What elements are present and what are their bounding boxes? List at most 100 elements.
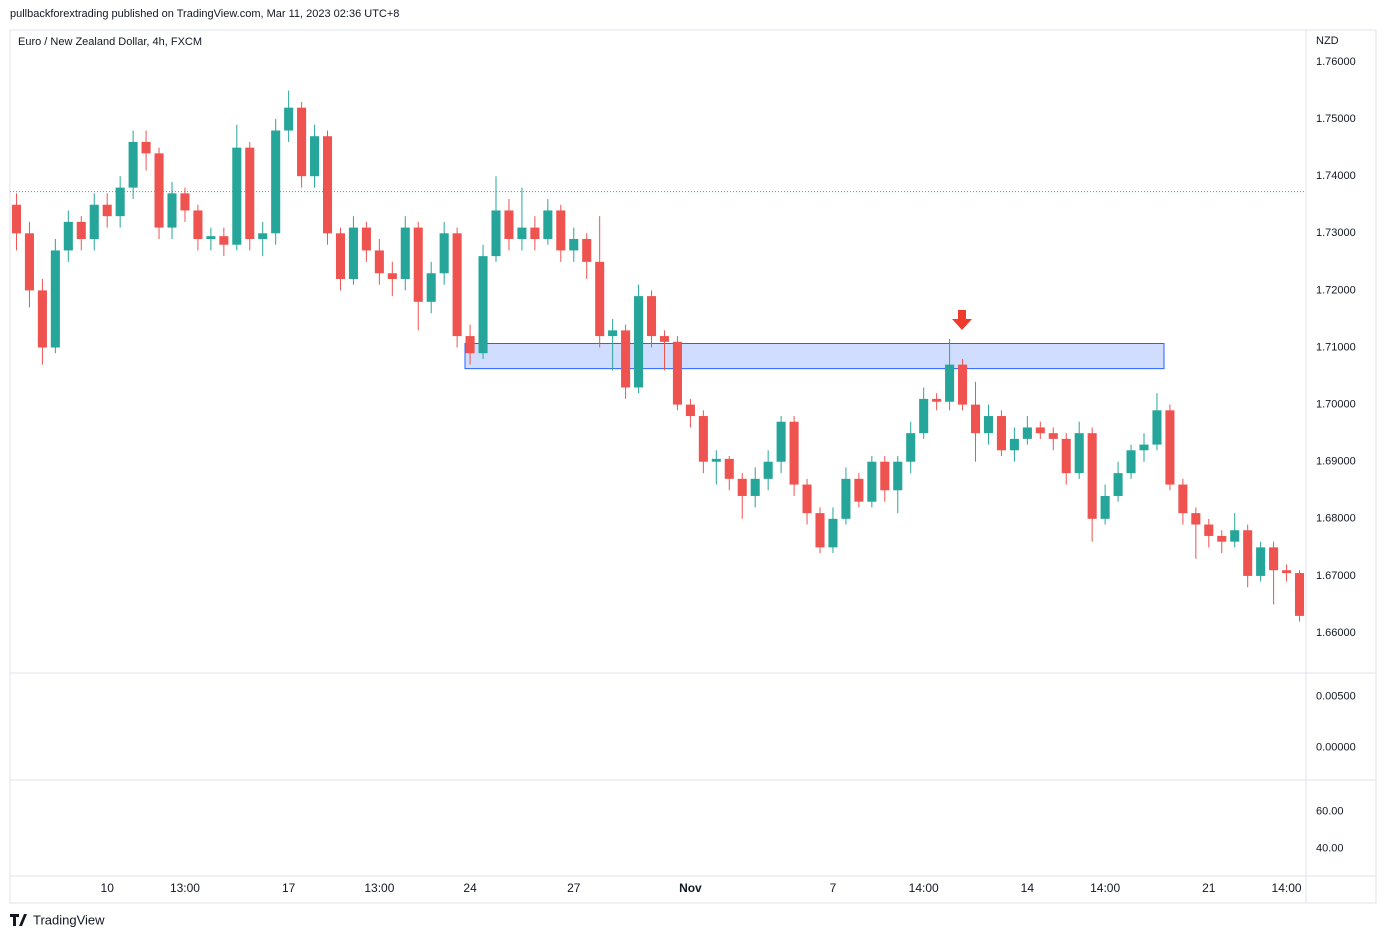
candle-body — [1165, 410, 1175, 485]
candle-body — [76, 221, 86, 240]
candle-body — [89, 204, 99, 240]
candle-body — [608, 330, 618, 337]
candle-body — [724, 458, 734, 479]
candle-body — [374, 250, 384, 274]
supply-zone — [464, 343, 1165, 370]
candle-body — [24, 233, 34, 291]
candle-body — [737, 478, 747, 496]
y-tick-label: 60.00 — [1316, 806, 1344, 818]
candle-body — [232, 147, 242, 245]
candle-body — [958, 364, 968, 405]
candle-body — [348, 227, 358, 279]
candle-body — [322, 136, 333, 234]
candle-body — [659, 336, 670, 342]
candle-body — [1204, 524, 1214, 536]
candle-body — [206, 236, 216, 240]
y-tick-label: 1.70000 — [1316, 399, 1356, 411]
candle-body — [258, 233, 268, 240]
candle-body — [361, 227, 371, 251]
y-tick-label: 1.74000 — [1316, 170, 1356, 182]
candle-body — [245, 147, 255, 240]
candle-body — [439, 233, 449, 274]
y-tick-label: 1.66000 — [1316, 627, 1356, 639]
candle-body — [828, 518, 838, 548]
x-tick-label: 13:00 — [364, 881, 394, 895]
candle-body — [180, 193, 190, 211]
candle-body — [815, 513, 825, 548]
candle-body — [983, 416, 994, 434]
candle-body — [1217, 535, 1227, 542]
candle-body — [1035, 427, 1045, 434]
x-tick-label: 24 — [463, 881, 477, 895]
candle-body — [634, 296, 644, 388]
publisher-line: pullbackforextrading published on Tradin… — [10, 8, 399, 20]
candle-body — [504, 210, 514, 240]
candle-body — [556, 210, 566, 251]
candle-body — [335, 233, 346, 279]
candle-body — [867, 461, 877, 502]
candle-body — [426, 273, 436, 302]
x-tick-label: 21 — [1202, 881, 1216, 895]
x-tick-label: 10 — [101, 881, 115, 895]
candle-body — [478, 256, 488, 354]
candle-body — [1191, 513, 1201, 525]
candle-body — [672, 341, 682, 405]
candle-body — [776, 421, 786, 462]
candle-body — [387, 273, 397, 279]
candle-body — [646, 296, 657, 337]
candle-body — [880, 461, 890, 491]
x-tick-label: 27 — [567, 881, 581, 895]
candle-body — [1048, 433, 1058, 439]
currency-label: NZD — [1316, 35, 1339, 47]
candle-body — [154, 153, 164, 228]
candle-body — [1061, 438, 1071, 474]
candle-body — [595, 261, 605, 337]
candle-body — [102, 204, 112, 217]
x-tick-label: 14:00 — [1272, 881, 1302, 895]
candle-body — [543, 210, 553, 240]
candle-body — [621, 330, 631, 388]
candle-body — [1243, 530, 1253, 576]
y-tick-label: 1.72000 — [1316, 284, 1356, 296]
candle-body — [841, 478, 851, 519]
candle-body — [1022, 427, 1032, 439]
y-tick-label: 1.68000 — [1316, 513, 1356, 525]
candle-body — [1126, 450, 1136, 474]
candle-body — [530, 227, 540, 240]
candle-body — [1009, 438, 1019, 451]
candle-body — [1074, 433, 1084, 474]
y-tick-label: 1.69000 — [1316, 456, 1356, 468]
candle-body — [465, 336, 475, 354]
candle-body — [906, 433, 916, 462]
x-tick-label: 7 — [830, 881, 837, 895]
candle-body — [193, 210, 203, 240]
candle-body — [491, 210, 501, 257]
y-tick-label: 1.71000 — [1316, 341, 1356, 353]
candle-body — [919, 398, 929, 434]
candle-body — [284, 107, 294, 131]
candle-body — [996, 416, 1006, 451]
candle-body — [932, 398, 942, 402]
candle-body — [970, 404, 981, 434]
candle-body — [167, 193, 177, 228]
candle-body — [128, 141, 138, 188]
candle-body — [685, 404, 695, 417]
candle-body — [698, 416, 708, 462]
candle-body — [711, 458, 721, 462]
candle-body — [63, 221, 73, 251]
candle-body — [1256, 547, 1266, 576]
x-tick-label: Nov — [679, 881, 702, 895]
candle-body — [1178, 484, 1188, 514]
y-tick-label: 1.76000 — [1316, 56, 1356, 68]
brand-logo — [10, 914, 27, 926]
candle-body — [219, 236, 229, 245]
y-tick-label: 0.00000 — [1316, 741, 1356, 753]
candle-body — [11, 204, 22, 234]
candle-body — [1294, 573, 1305, 616]
candle-body — [1230, 530, 1240, 542]
candle-body — [115, 187, 125, 217]
candle-body — [789, 421, 799, 485]
candle-body — [1152, 410, 1162, 445]
candle-body — [802, 484, 812, 514]
